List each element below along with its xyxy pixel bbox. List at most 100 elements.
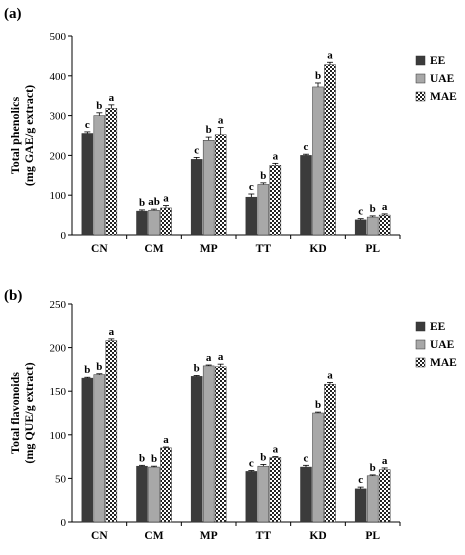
significance-letter: c <box>304 452 309 464</box>
bar-uae-cm <box>148 210 160 236</box>
significance-letter: a <box>109 326 115 338</box>
significance-letter: a <box>206 352 212 364</box>
x-tick-label: CM <box>144 530 163 542</box>
significance-letter: b <box>194 363 200 375</box>
bar-ee-cm <box>136 210 148 236</box>
bar-mae-cm <box>160 447 172 523</box>
bar-ee-cm <box>136 465 148 523</box>
bar-mae-tt <box>269 165 282 236</box>
legend-swatch-uae <box>415 339 426 350</box>
significance-letter: b <box>315 70 321 82</box>
bar-ee-cn <box>81 133 94 236</box>
bar-uae-mp <box>202 365 215 523</box>
bar-mae-pl <box>378 469 391 523</box>
significance-letter: c <box>249 458 254 470</box>
legend-label-uae: UAE <box>430 73 455 85</box>
y-axis-subtitle: (mg GAE/g extract) <box>22 85 36 186</box>
significance-letter: a <box>273 150 279 162</box>
y-tick-label: 0 <box>61 517 67 529</box>
legend-swatch-ee <box>415 321 426 332</box>
significance-letter: a <box>382 455 388 467</box>
bar-ee-tt <box>245 196 258 236</box>
significance-letter: b <box>260 170 266 182</box>
bar-ee-pl <box>354 219 367 236</box>
significance-letter: ab <box>148 196 160 208</box>
bar-mae-kd <box>324 64 336 236</box>
legend-label-mae: MAE <box>430 357 457 369</box>
significance-letter: b <box>96 100 102 112</box>
bar-mae-cm <box>160 207 172 236</box>
bar-uae-tt <box>257 184 270 236</box>
legend-label-ee: EE <box>430 321 446 333</box>
y-tick-label: 200 <box>50 343 67 355</box>
significance-letter: a <box>163 434 169 446</box>
y-tick-label: 200 <box>50 150 67 162</box>
bar-uae-pl <box>366 475 379 523</box>
significance-letter: a <box>109 92 115 104</box>
x-tick-label: TT <box>256 530 272 542</box>
legend-swatch-uae <box>415 73 426 84</box>
significance-letter: b <box>370 203 376 215</box>
chart-panel-a: (a) Total phenolics (mg GAE/g extract) 0 100… <box>4 6 457 255</box>
x-tick-label: CN <box>91 243 108 255</box>
significance-letter: a <box>273 444 279 456</box>
y-tick-label: 150 <box>50 386 67 398</box>
x-tick-label: CN <box>91 530 108 542</box>
significance-letter: a <box>218 351 224 363</box>
chart-panel-b: (b) Total flavonoids (mg QUE/g extract) 0 50… <box>4 288 457 542</box>
x-tick-label: MP <box>200 243 218 255</box>
significance-letter: a <box>327 369 333 381</box>
bar-uae-cn <box>93 374 106 523</box>
significance-letter: b <box>84 364 90 376</box>
bar-ee-mp <box>190 376 203 523</box>
bar-uae-cm <box>148 466 160 523</box>
significance-letter: c <box>194 144 199 156</box>
y-tick-label: 400 <box>50 71 67 83</box>
bar-uae-tt <box>257 465 270 523</box>
y-tick-label: 100 <box>50 430 67 442</box>
significance-letter: b <box>96 361 102 373</box>
y-tick-label: 500 <box>50 31 67 43</box>
bar-mae-kd <box>324 383 336 523</box>
panel-label: (a) <box>4 6 22 22</box>
y-tick-label: 50 <box>55 473 67 485</box>
y-axis-title: Total phenolics <box>8 97 22 175</box>
significance-letter: b <box>315 399 321 411</box>
y-tick-label: 0 <box>61 230 67 242</box>
significance-letter: c <box>249 181 254 193</box>
x-tick-label: PL <box>365 530 380 542</box>
bar-uae-kd <box>312 86 324 236</box>
bar-mae-tt <box>269 457 282 523</box>
legend-swatch-ee <box>415 55 426 66</box>
bar-uae-kd <box>312 412 324 523</box>
legend-swatch-mae <box>415 357 426 368</box>
legend-swatch-mae <box>415 91 426 102</box>
x-tick-label: MP <box>200 530 218 542</box>
x-tick-label: KD <box>309 530 326 542</box>
legend-label-mae: MAE <box>430 91 457 103</box>
x-tick-label: CM <box>144 243 163 255</box>
significance-letter: b <box>139 197 145 209</box>
x-tick-label: TT <box>256 243 272 255</box>
significance-letter: a <box>163 193 169 205</box>
bar-mae-mp <box>214 134 227 236</box>
bar-ee-kd <box>300 155 312 236</box>
legend-label-ee: EE <box>430 55 446 67</box>
significance-letter: c <box>358 474 363 486</box>
bar-mae-cn <box>105 108 118 236</box>
y-tick-label: 300 <box>50 111 67 123</box>
bar-mae-cn <box>105 340 118 523</box>
significance-letter: b <box>370 462 376 474</box>
y-tick-label: 250 <box>50 299 67 311</box>
significance-letter: a <box>327 49 333 61</box>
significance-letter: b <box>260 451 266 463</box>
significance-letter: b <box>151 453 157 465</box>
x-tick-label: PL <box>365 243 380 255</box>
bar-mae-mp <box>214 366 227 523</box>
panel-label: (b) <box>4 288 22 304</box>
y-axis-title: Total flavonoids <box>8 372 22 454</box>
y-tick-label: 100 <box>50 190 67 202</box>
x-tick-label: KD <box>309 243 326 255</box>
